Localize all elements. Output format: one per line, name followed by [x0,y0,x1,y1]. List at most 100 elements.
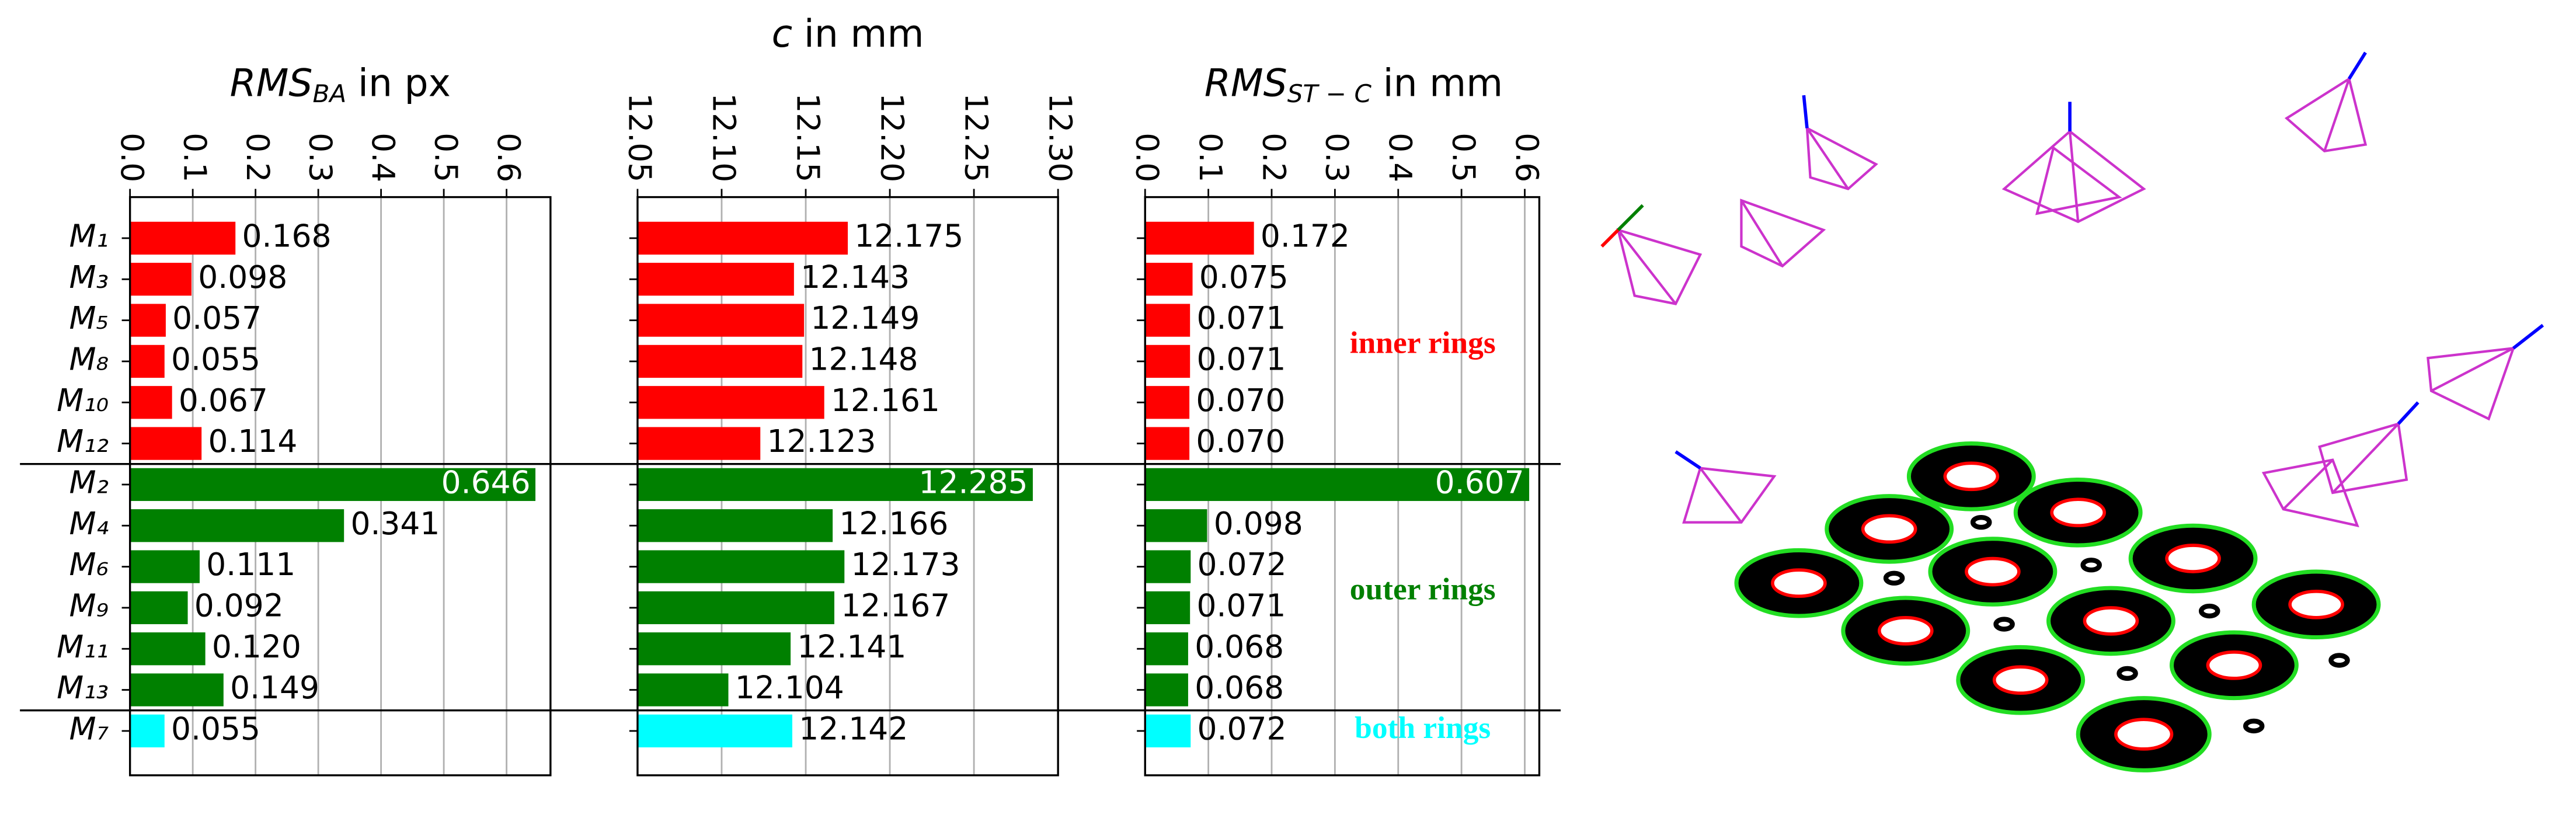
value-label: 0.168 [242,218,331,255]
y-tick-label: M₁ [69,218,109,255]
value-label: 0.057 [172,300,262,336]
bar [637,591,835,625]
value-label: 0.070 [1196,423,1285,460]
value-label: 12.167 [841,587,950,624]
value-label: 12.149 [810,300,920,336]
value-label: 0.055 [171,341,260,378]
y-tick-label: M₅ [69,300,109,336]
bar [637,550,845,583]
bar [130,386,172,419]
bar [130,673,224,706]
x-tick-label: 0.2 [239,133,276,182]
bar [1145,263,1193,296]
plot-frame [1144,196,1541,777]
camera-render [1600,51,2544,772]
annotation: outer rings [1350,571,1496,606]
title-rest: in mm [1383,61,1503,105]
y-tick-label: M₈ [69,341,109,378]
title-rest: in px [358,61,451,105]
x-tick-label: 0.4 [1382,133,1419,182]
plot-frame [128,196,552,777]
y-tick-label: M₁₂ [57,423,109,460]
value-label: 12.123 [767,423,876,460]
bar [130,509,344,542]
annotation: both rings [1355,710,1491,745]
value-label: 0.149 [230,669,319,706]
value-label: 0.075 [1199,259,1289,295]
value-label: 12.141 [797,628,906,665]
x-tick-label: 0.0 [1129,133,1166,182]
bar [130,468,536,502]
bar [1145,386,1190,419]
x-tick-label: 0.6 [490,133,527,182]
value-label: 0.092 [194,587,284,624]
bar [130,304,166,337]
x-tick-label: 12.25 [958,93,994,182]
value-label: 12.143 [800,259,910,295]
bar [637,344,803,378]
value-label: 0.172 [1261,218,1350,255]
x-tick-label: 12.15 [789,93,826,182]
bar [1145,304,1190,337]
title-main: c [772,12,793,55]
bar [637,509,833,542]
bar [130,427,202,460]
bar [1145,632,1188,666]
bar [637,427,761,460]
y-tick-label: M₇ [69,711,109,747]
y-tick-label: M₁₁ [57,628,109,665]
value-label: 0.071 [1196,587,1286,624]
value-label: 0.068 [1195,669,1284,706]
bar [1145,221,1254,255]
value-label: 0.055 [171,711,260,747]
x-tick-label: 0.6 [1509,133,1545,182]
value-label: 0.111 [206,546,295,583]
bar [130,591,188,625]
panel-title: RMSBA in px [230,61,451,108]
value-label: 0.607 [1435,464,1524,501]
value-label: 12.175 [854,218,963,255]
value-label: 0.071 [1196,300,1286,336]
x-tick-label: 12.20 [873,93,910,182]
bar [637,263,794,296]
value-label: 12.285 [919,464,1028,501]
bar [130,344,165,378]
bar [1145,509,1207,542]
value-label: 12.142 [799,711,908,747]
bar [1145,427,1190,460]
y-tick-label: M₄ [69,505,109,542]
value-label: 0.068 [1195,628,1284,665]
bar [1145,673,1188,706]
value-label: 0.072 [1198,711,1287,747]
bar [130,550,200,583]
value-label: 0.098 [1214,505,1303,542]
bar [637,468,1033,502]
value-label: 0.120 [212,628,301,665]
plot-frame [636,196,1059,777]
title-rest: in mm [804,12,924,55]
bar [1145,591,1190,625]
bar [1145,714,1191,748]
value-label: 12.104 [735,669,844,706]
y-tick-label: M₁₃ [57,669,109,706]
value-label: 12.173 [851,546,960,583]
bar [637,714,792,748]
x-tick-label: 0.3 [302,133,339,182]
value-label: 12.161 [831,382,940,419]
bar [130,263,192,296]
bar [637,632,791,666]
x-tick-label: 0.1 [176,133,213,182]
bar [637,673,729,706]
y-tick-label: M₃ [69,259,109,295]
title-main: RMS [230,61,313,105]
y-tick-label: M₆ [69,546,109,583]
bar [637,304,805,337]
value-label: 12.148 [809,341,918,378]
x-tick-label: 12.05 [621,93,658,182]
panel-title: RMSST − C in mm [1205,61,1503,108]
x-tick-label: 12.30 [1042,93,1078,182]
value-label: 12.166 [839,505,948,542]
y-tick-label: M₉ [69,587,109,624]
value-label: 0.070 [1196,382,1285,419]
